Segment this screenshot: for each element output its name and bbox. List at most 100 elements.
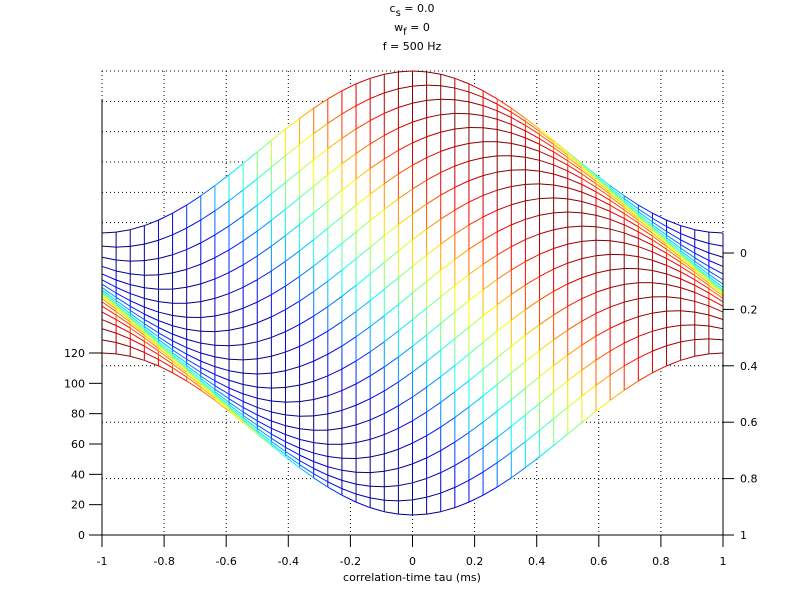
- mesh-row-edge: [327, 216, 343, 229]
- mesh-row-edge: [482, 189, 498, 196]
- mesh-row-edge: [228, 393, 244, 402]
- mesh-row-edge: [186, 371, 202, 384]
- mesh-row-edge: [299, 291, 314, 302]
- mesh-row-edge: [200, 372, 216, 382]
- mesh-face: [468, 127, 484, 144]
- mesh-row-edge: [497, 118, 512, 125]
- mesh-row-edge: [567, 154, 583, 167]
- mesh-row-edge: [214, 249, 230, 259]
- mesh-row-edge: [116, 229, 131, 233]
- mesh-row-edge: [285, 345, 300, 353]
- mesh-row-edge: [256, 245, 272, 257]
- mesh-row-edge: [327, 481, 343, 490]
- mesh-row-edge: [482, 115, 498, 120]
- mesh-row-edge: [257, 355, 272, 360]
- mesh-row-edge: [101, 265, 117, 272]
- mesh-row-edge: [623, 335, 639, 344]
- mesh-row-edge: [496, 477, 512, 488]
- mesh-row-edge: [257, 386, 272, 389]
- mesh-row-edge: [482, 330, 498, 343]
- mesh-row-edge: [638, 213, 653, 226]
- mesh-face: [242, 358, 258, 375]
- mesh-row-edge: [341, 258, 357, 271]
- mesh-row-edge: [214, 399, 230, 412]
- mesh-row-edge: [567, 298, 583, 307]
- mesh-row-edge: [200, 315, 215, 318]
- mesh-row-edge: [271, 128, 286, 141]
- mesh-row-edge: [539, 128, 554, 141]
- mesh-face: [355, 456, 371, 473]
- mesh-row-edge: [595, 350, 611, 361]
- mesh-row-edge: [468, 263, 484, 275]
- mesh-row-edge: [327, 243, 343, 256]
- mesh-row-edge: [595, 176, 611, 189]
- mesh-row-edge: [666, 234, 681, 246]
- mesh-row-edge: [299, 315, 314, 325]
- mesh-row-edge: [369, 262, 385, 275]
- mesh-row-edge: [708, 314, 724, 321]
- mesh-row-edge: [567, 160, 583, 172]
- mesh-row-edge: [200, 297, 216, 303]
- mesh-row-edge: [553, 197, 568, 200]
- mesh-row-edge: [708, 292, 724, 303]
- mesh-row-edge: [638, 208, 653, 219]
- mesh-row-edge: [680, 261, 696, 273]
- mesh-row-edge: [257, 414, 272, 422]
- mesh-row-edge: [242, 151, 258, 164]
- mesh-row-edge: [228, 307, 244, 314]
- z-tick-label: 40: [71, 468, 85, 481]
- mesh-row-edge: [172, 360, 187, 373]
- mesh-row-edge: [581, 255, 597, 260]
- mesh-row-edge: [228, 286, 244, 295]
- mesh-row-edge: [101, 339, 117, 344]
- mesh-row-edge: [341, 83, 357, 92]
- mesh-row-edge: [214, 174, 230, 187]
- mesh-row-edge: [242, 279, 258, 288]
- mesh-row-edge: [581, 167, 597, 180]
- mesh-row-edge: [609, 193, 625, 206]
- mesh-row-edge: [144, 287, 159, 290]
- mesh-row-edge: [525, 125, 540, 135]
- mesh-row-edge: [158, 350, 173, 362]
- mesh-row-edge: [595, 174, 611, 187]
- mesh-row-edge: [694, 338, 709, 341]
- mesh-row-edge: [511, 218, 526, 226]
- mesh-row-edge: [553, 164, 568, 172]
- mesh-row-edge: [666, 252, 681, 263]
- mesh-row-edge: [257, 316, 272, 324]
- mesh-row-edge: [454, 479, 470, 488]
- mesh-row-edge: [369, 112, 385, 121]
- mesh-row-edge: [384, 149, 399, 160]
- mesh-row-edge: [623, 218, 639, 228]
- mesh-row-edge: [200, 360, 216, 368]
- mesh-row-edge: [355, 143, 371, 154]
- mesh-row-edge: [398, 213, 413, 225]
- mesh-row-edge: [299, 428, 314, 431]
- mesh-row-edge: [496, 452, 512, 464]
- mesh-row-edge: [398, 239, 413, 252]
- mesh-row-edge: [609, 365, 625, 376]
- mesh-row-edge: [468, 141, 484, 144]
- mesh-row-edge: [539, 143, 554, 153]
- mesh-row-edge: [553, 141, 569, 154]
- mesh-row-edge: [652, 310, 667, 314]
- mesh-row-edge: [694, 271, 710, 284]
- mesh-row-edge: [680, 233, 695, 240]
- mesh-row-edge: [129, 324, 145, 336]
- mesh-row-edge: [243, 341, 258, 346]
- mesh-row-edge: [355, 193, 371, 206]
- mesh-row-edge: [482, 278, 498, 291]
- mesh-row-edge: [101, 231, 117, 234]
- mesh-row-edge: [638, 330, 653, 337]
- mesh-row-edge: [708, 288, 724, 299]
- mesh-row-edge: [482, 410, 498, 423]
- mesh-row-edge: [553, 380, 569, 393]
- mesh-row-edge: [398, 499, 413, 502]
- mesh-row-edge: [581, 178, 597, 188]
- mesh-row-edge: [581, 239, 597, 242]
- mesh-face: [172, 302, 187, 318]
- mesh-row-edge: [256, 428, 272, 439]
- mesh-row-edge: [242, 417, 258, 429]
- mesh-row-edge: [623, 357, 639, 367]
- mesh-row-edge: [694, 268, 710, 281]
